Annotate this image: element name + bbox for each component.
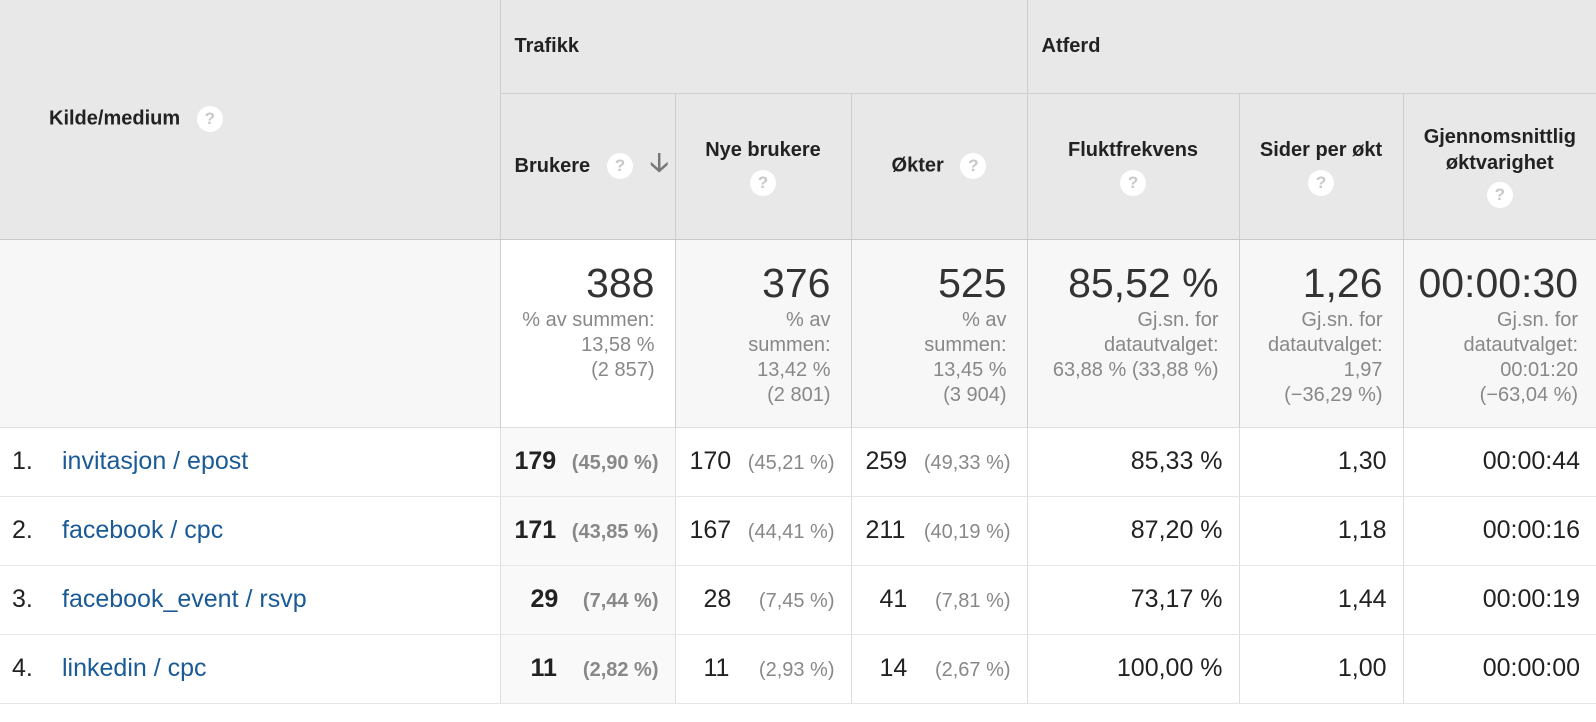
column-header-users[interactable]: Brukere ? 🡣 [499,93,675,240]
source-medium-link[interactable]: linkedin / cpc [62,654,207,682]
source-medium-link[interactable]: invitasjon / epost [62,447,249,475]
avg-duration-cell: 00:00:16 [1402,496,1596,566]
sessions-cell: 41 (7,81 %) [850,565,1028,635]
source-medium-cell: linkedin / cpc [62,634,500,704]
row-index: 3. [0,565,62,635]
totals-label-cell [0,239,500,428]
source-medium-link[interactable]: facebook_event / rsvp [62,585,307,613]
row-index: 4. [0,634,62,704]
pages-header-label: Sider per økt [1259,139,1383,161]
new-users-cell: 28 (7,45 %) [674,565,851,635]
help-icon[interactable]: ? [750,169,776,196]
total-new-users: 376 % av summen: 13,42 % (2 801) [674,239,851,428]
source-header-label: Kilde/medium [49,107,181,130]
source-medium-cell: invitasjon / epost [62,427,500,497]
total-bounce-rate: 85,52 % Gj.sn. for datautvalget: 63,88 % (… [1026,239,1240,428]
table-row: 3. facebook_event / rsvp 29 (7,44 %) 28 (7… [0,565,1596,635]
column-header-avg-duration[interactable]: Gjennomsnittlig øktvarighet ? [1402,93,1596,240]
avg-duration-cell: 00:00:00 [1402,634,1596,704]
duration-header-label-line2: øktvarighet [1445,152,1554,174]
help-icon[interactable]: ? [196,106,223,133]
help-icon[interactable]: ? [1486,182,1513,208]
users-cell: 179 (45,90 %) [499,427,675,497]
new-users-cell: 11 (2,93 %) [674,634,851,704]
total-users: 388 % av summen: 13,58 % (2 857) [499,239,675,428]
bounce-rate-cell: 87,20 % [1026,496,1240,566]
pages-per-session-cell: 1,30 [1238,427,1404,497]
total-avg-duration: 00:00:30 Gj.sn. for datautvalget: 00:01:20… [1402,239,1596,428]
pages-per-session-cell: 1,00 [1238,634,1404,704]
new-users-header-label: Nye brukere [705,139,821,161]
total-sessions: 525 % av summen: 13,45 % (3 904) [850,239,1028,428]
source-medium-cell: facebook / cpc [62,496,500,566]
new-users-cell: 167 (44,41 %) [674,496,851,566]
column-header-source[interactable]: Kilde/medium ? [0,0,500,240]
sessions-cell: 14 (2,67 %) [850,634,1028,704]
row-index: 2. [0,496,62,566]
group-header-behavior: Atferd [1026,0,1596,94]
column-header-new-users[interactable]: Nye brukere ? [674,93,851,240]
report-table: Kilde/medium ? Trafikk Atferd Brukere ? … [0,0,1596,704]
column-header-bounce-rate[interactable]: Fluktfrekvens ? [1026,93,1240,240]
duration-header-label-line1: Gjennomsnittlig [1423,126,1576,148]
sort-descending-icon[interactable]: 🡣 [649,147,669,177]
bounce-rate-cell: 100,00 % [1026,634,1240,704]
sessions-header-label: Økter [891,154,944,177]
sessions-cell: 211 (40,19 %) [850,496,1028,566]
help-icon[interactable]: ? [606,153,633,179]
users-cell: 171 (43,85 %) [499,496,675,566]
totals-row: 388 % av summen: 13,58 % (2 857) 376 % av s… [0,239,1596,428]
pages-per-session-cell: 1,44 [1238,565,1404,635]
row-index: 1. [0,427,62,497]
bounce-rate-cell: 85,33 % [1026,427,1240,497]
table-row: 4. linkedin / cpc 11 (2,82 %) 11 (2,93 %) … [0,634,1596,704]
help-icon[interactable]: ? [1308,169,1335,196]
users-cell: 11 (2,82 %) [499,634,675,704]
bounce-rate-cell: 73,17 % [1026,565,1240,635]
source-medium-link[interactable]: facebook / cpc [62,516,224,544]
bounce-header-label: Fluktfrekvens [1068,139,1199,161]
help-icon[interactable]: ? [960,153,987,179]
column-header-pages-per-session[interactable]: Sider per økt ? [1238,93,1404,240]
users-header-label: Brukere [514,154,591,177]
column-header-sessions[interactable]: Økter ? [850,93,1028,240]
sessions-cell: 259 (49,33 %) [850,427,1028,497]
group-header-traffic: Trafikk [499,0,1028,94]
table-row: 1. invitasjon / epost 179 (45,90 %) 170 (4… [0,427,1596,497]
total-pages-per-session: 1,26 Gj.sn. for datautvalget: 1,97 (−36,29 … [1238,239,1404,428]
avg-duration-cell: 00:00:19 [1402,565,1596,635]
pages-per-session-cell: 1,18 [1238,496,1404,566]
users-cell: 29 (7,44 %) [499,565,675,635]
table-row: 2. facebook / cpc 171 (43,85 %) 167 (44,41… [0,496,1596,566]
source-medium-cell: facebook_event / rsvp [62,565,500,635]
avg-duration-cell: 00:00:44 [1402,427,1596,497]
new-users-cell: 170 (45,21 %) [674,427,851,497]
help-icon[interactable]: ? [1120,169,1147,196]
